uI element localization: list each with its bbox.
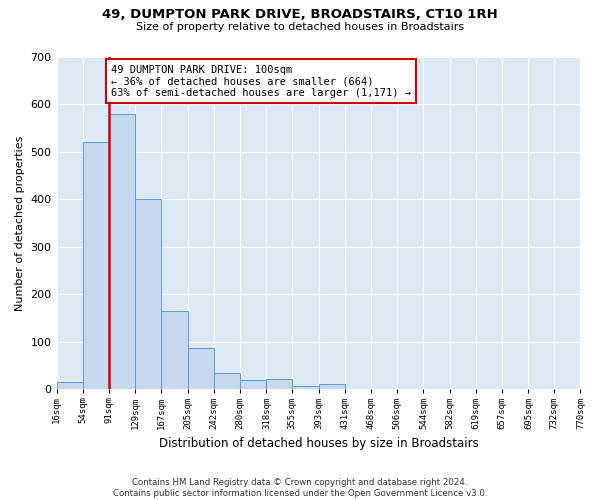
Bar (109, 114, 135, 390)
Bar (214, 373, 240, 390)
Bar (188, 348, 214, 390)
Text: Size of property relative to detached houses in Broadstairs: Size of property relative to detached ho… (136, 22, 464, 32)
Text: 49 DUMPTON PARK DRIVE: 100sqm
← 36% of detached houses are smaller (664)
63% of : 49 DUMPTON PARK DRIVE: 100sqm ← 36% of d… (111, 64, 411, 98)
Bar (292, 386, 319, 390)
Bar (319, 384, 345, 390)
Bar (240, 380, 266, 390)
Bar (135, 199, 161, 390)
Y-axis label: Number of detached properties: Number of detached properties (15, 136, 25, 310)
Text: 49, DUMPTON PARK DRIVE, BROADSTAIRS, CT10 1RH: 49, DUMPTON PARK DRIVE, BROADSTAIRS, CT1… (102, 8, 498, 20)
Bar (161, 311, 188, 390)
Bar (56, 382, 83, 390)
Bar (83, 142, 109, 390)
Bar (345, 388, 371, 390)
Text: Contains HM Land Registry data © Crown copyright and database right 2024.
Contai: Contains HM Land Registry data © Crown c… (113, 478, 487, 498)
Bar (266, 379, 292, 390)
X-axis label: Distribution of detached houses by size in Broadstairs: Distribution of detached houses by size … (158, 437, 478, 450)
